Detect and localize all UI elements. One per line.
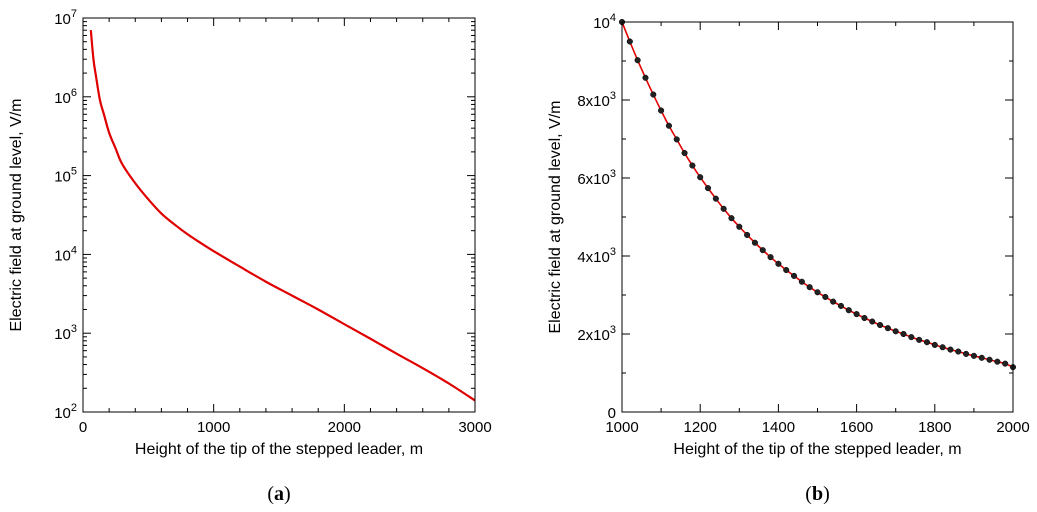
chart-a-series [89,30,476,402]
y-tick-label: 4x103 [577,246,616,266]
y-tick-label: 2x103 [577,324,616,344]
x-tick-label: 2000 [996,419,1029,436]
x-tick-label: 0 [79,419,87,436]
data-point [845,307,852,314]
x-tick-label: 3000 [458,419,491,436]
chart-a-panel-letter: a [274,483,284,505]
data-point [751,239,758,246]
x-tick-label: 1000 [197,419,230,436]
x-tick-label: 1600 [840,419,873,436]
data-point [759,247,766,254]
data-point [830,298,837,305]
y-tick-label: 0 [608,405,616,422]
data-point [892,328,899,335]
data-point [955,348,962,355]
data-point [783,266,790,274]
data-point [986,356,993,363]
data-point [767,254,774,261]
x-tick-label: 1400 [762,419,795,436]
y-tick-label: 104 [593,12,616,32]
y-tick-label: 104 [54,244,77,264]
data-point [650,91,657,98]
chart-b-series [618,18,1017,371]
data-point [900,330,907,338]
chart-a-panel-label: (a) [267,483,290,505]
y-tick-label: 106 [54,87,77,107]
chart-a-ticks: 0 1000 2000 3000 102 103 104 105 106 107 [54,8,492,436]
data-point [681,149,688,157]
chart-panel-b: 1000 1200 1400 1600 1800 2000 0 2x103 4x103 6x103… [547,12,1030,505]
chart-b-ticks: 1000 1200 1400 1600 1800 2000 0 2x103 4x103 6x103… [577,12,1029,436]
data-point [853,311,860,318]
data-point [642,74,649,81]
data-point [861,314,868,322]
data-point [798,278,805,285]
data-point [634,57,641,64]
x-tick-label: 1800 [918,419,951,436]
data-point [712,195,719,202]
y-tick-label: 6x103 [577,168,616,188]
data-point [704,185,712,192]
data-point [697,174,704,181]
series-line-1 [89,30,476,402]
chart-a-frame [82,17,476,413]
chart-b-panel-letter: b [812,483,823,505]
data-point [931,341,938,348]
data-point [658,107,665,114]
data-point [665,122,672,129]
chart-b-y-axis-title: Electric field at ground level, V/m [547,101,564,334]
data-point [1002,360,1009,367]
chart-a-y-axis-title: Electric field at ground level, V/m [8,99,25,332]
data-point [939,344,946,351]
chart-panel-a: 0 1000 2000 3000 102 103 104 105 106 107 Height o… [8,8,492,505]
data-point [626,38,633,45]
data-point [869,318,876,325]
series-line-1 [621,21,1014,368]
data-point [806,284,813,291]
data-point [673,136,680,143]
data-point [970,352,977,359]
chart-b-x-axis-title: Height of the tip of the stepped leader,… [673,441,961,458]
data-point [736,223,743,230]
data-point [822,293,829,301]
data-point [963,350,970,357]
data-point [720,205,727,212]
chart-b-frame [621,21,1014,413]
data-point [728,215,735,222]
chart-a-x-axis-title: Height of the tip of the stepped leader,… [135,441,423,458]
data-point [877,321,884,329]
data-point [814,289,821,296]
x-tick-label: 1200 [684,419,717,436]
data-point [775,260,782,267]
y-tick-label: 8x103 [577,90,616,110]
y-tick-label: 102 [54,402,77,422]
series-line-2 [90,30,476,402]
data-point [923,339,931,346]
data-point [908,334,915,341]
chart-b-panel-label: (b) [805,483,829,505]
x-tick-label: 1000 [605,419,638,436]
data-point [916,336,923,343]
data-point [689,162,696,169]
x-tick-label: 2000 [328,419,361,436]
data-point [947,346,954,353]
data-point [884,325,891,332]
y-tick-label: 105 [54,166,77,186]
data-point [837,302,845,309]
data-point [994,358,1001,365]
data-point [744,231,751,238]
data-point [790,272,798,279]
y-tick-label: 107 [54,8,77,28]
y-tick-label: 103 [54,323,77,343]
data-point [978,354,985,361]
